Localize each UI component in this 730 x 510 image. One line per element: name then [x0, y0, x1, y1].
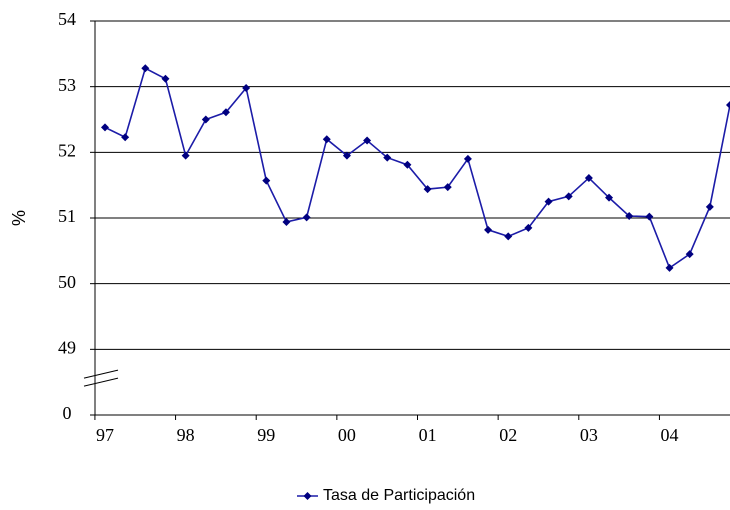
- axis-break: [83, 369, 119, 379]
- point-marker: [101, 123, 109, 132]
- point-marker: [282, 217, 291, 226]
- x-tick-label: 02: [499, 425, 517, 445]
- point-marker: [363, 136, 372, 145]
- x-tick-label: 01: [419, 425, 437, 445]
- point-marker: [645, 212, 654, 221]
- point-marker: [262, 176, 271, 185]
- point-marker: [201, 115, 210, 124]
- point-marker: [242, 83, 251, 92]
- y-axis-label: %: [9, 210, 29, 226]
- axis-break: [83, 377, 119, 387]
- point-marker: [322, 135, 331, 144]
- point-marker: [141, 64, 150, 73]
- point-marker: [584, 173, 593, 182]
- series-line: [104, 67, 730, 270]
- x-tick-label: 97: [96, 425, 114, 445]
- point-marker: [221, 108, 230, 117]
- point-marker: [403, 160, 412, 169]
- point-marker: [685, 250, 694, 259]
- point-marker: [665, 263, 674, 272]
- y-tick-label: 50: [58, 272, 76, 292]
- x-tick-label: 99: [257, 425, 275, 445]
- point-marker: [302, 213, 311, 222]
- y-tick-label: 0: [63, 403, 72, 423]
- point-marker: [161, 74, 170, 83]
- point-marker: [484, 225, 493, 234]
- x-tick-label: 03: [580, 425, 598, 445]
- x-tick-label: 04: [661, 425, 679, 445]
- legend-marker: [303, 492, 312, 500]
- point-marker: [564, 192, 573, 201]
- point-marker: [605, 193, 614, 202]
- x-tick-label: 98: [177, 425, 195, 445]
- point-marker: [463, 154, 472, 163]
- point-marker: [342, 151, 351, 160]
- y-tick-label: 49: [58, 337, 76, 357]
- y-tick-label: 54: [58, 9, 76, 29]
- point-marker: [121, 133, 130, 142]
- point-marker: [544, 197, 553, 206]
- point-marker: [726, 101, 730, 110]
- legend-label: Tasa de Participación: [323, 487, 475, 504]
- point-marker: [181, 151, 190, 160]
- point-marker: [705, 202, 714, 211]
- y-tick-label: 52: [58, 140, 76, 160]
- point-marker: [423, 185, 432, 194]
- point-marker: [625, 212, 634, 221]
- y-tick-label: 51: [58, 206, 76, 226]
- y-tick-label: 53: [58, 75, 76, 95]
- point-marker: [524, 223, 533, 232]
- point-marker: [383, 153, 392, 162]
- x-tick-label: 00: [338, 425, 356, 445]
- point-marker: [443, 183, 452, 192]
- point-marker: [504, 232, 513, 241]
